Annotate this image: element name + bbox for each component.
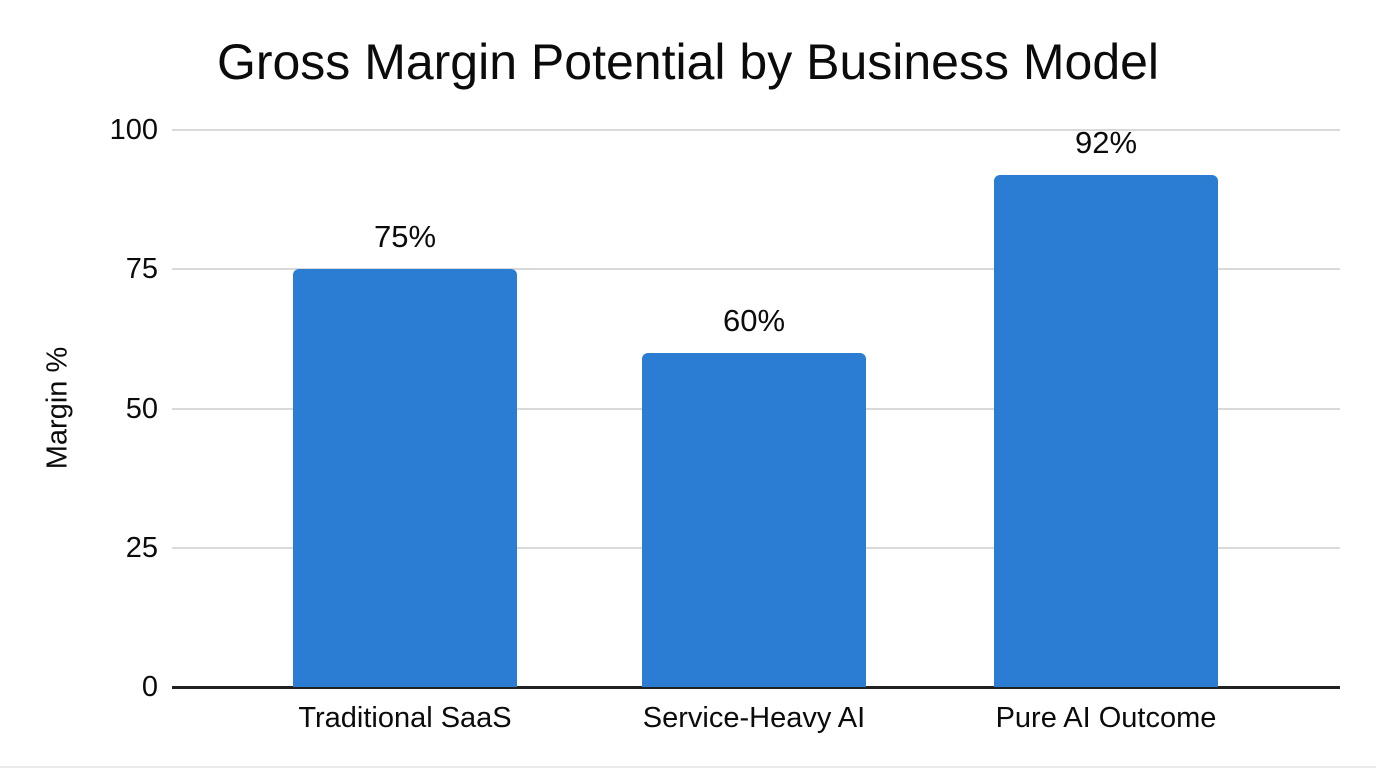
category-label-service-heavy-ai: Service-Heavy AI — [642, 702, 866, 734]
y-tick-label-0: 0 — [141, 671, 158, 703]
value-label-pure-ai-outcome: 92% — [1074, 124, 1138, 160]
y-tick-label-25: 25 — [125, 531, 158, 564]
bar-service-heavy-ai — [642, 352, 866, 687]
chart-title: Gross Margin Potential by Business Model — [216, 34, 1160, 90]
value-label-traditional-saas: 75% — [373, 219, 437, 255]
category-label-pure-ai-outcome: Pure AI Outcome — [995, 702, 1217, 734]
gridline-100 — [172, 129, 1340, 131]
bar-pure-ai-outcome — [994, 174, 1218, 687]
gridline-75 — [172, 268, 1340, 271]
y-tick-label-100: 100 — [109, 114, 158, 146]
y-tick-label-75: 75 — [125, 253, 158, 286]
y-tick-label-50: 50 — [125, 392, 158, 425]
value-label-service-heavy-ai: 60% — [722, 302, 786, 338]
bottom-edge-line — [0, 766, 1376, 768]
x-axis-line — [172, 686, 1340, 689]
bar-traditional-saas — [293, 269, 517, 687]
category-label-traditional-saas: Traditional SaaS — [298, 702, 512, 734]
